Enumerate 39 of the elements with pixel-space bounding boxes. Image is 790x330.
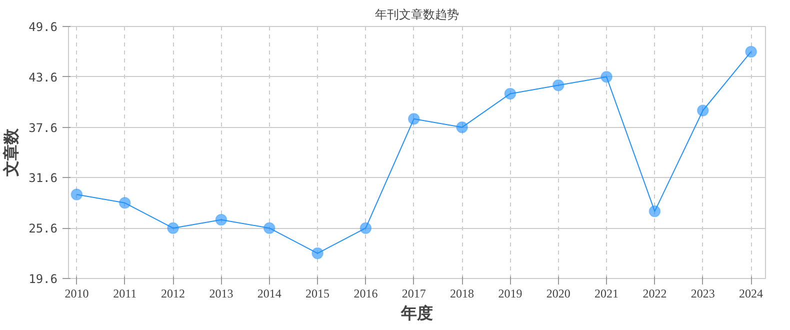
y-tick-label: 19.6 [28,272,58,286]
x-tick-label: 2018 [450,286,474,300]
x-tick-label: 2014 [257,286,282,300]
x-tick-label: 2013 [209,286,234,300]
x-tick-label: 2020 [546,286,570,300]
x-tick-label: 2023 [690,286,715,300]
point [745,46,758,58]
point [360,222,372,234]
point [456,121,468,134]
chart-title: 年刊文章数趋势 [375,8,459,22]
x-tick-label: 2016 [354,286,378,300]
x-tick-label: 2017 [402,286,426,300]
point [118,196,131,209]
y-tick-label: 43.6 [28,70,58,84]
y-tick-label: 37.6 [28,120,58,135]
x-tick-label: 2021 [594,286,619,300]
point [167,222,180,234]
x-axis-title: 年度 [400,304,433,322]
y-tick-label: 49.6 [28,20,58,34]
point [215,214,228,226]
y-axis-title: 文章数 [2,128,21,178]
x-tick-label: 2010 [64,286,89,300]
y-tick-label: 31.6 [28,171,58,186]
point [408,112,420,125]
point [263,222,276,234]
point [70,188,83,200]
point [504,88,516,100]
point [696,104,709,116]
point [312,247,324,260]
x-tick-label: 2022 [642,286,667,300]
x-tick-label: 2011 [113,286,137,300]
point [600,70,613,83]
y-tick-label: 25.6 [28,222,58,236]
x-tick-label: 2024 [739,286,764,300]
point [648,205,661,218]
x-tick-label: 2019 [498,286,522,300]
x-tick-label: 2012 [161,286,186,300]
x-tick-label: 2015 [306,286,330,300]
point [552,79,564,92]
